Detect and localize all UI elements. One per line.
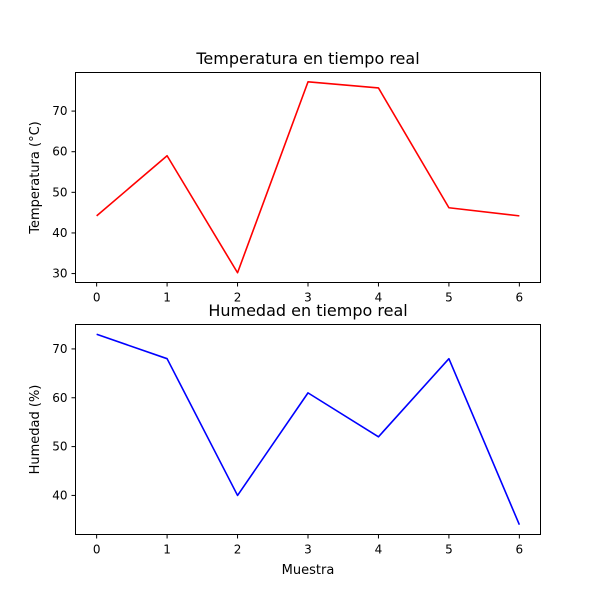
temperature-chart: Temperatura en tiempo real Temperatura (… [28,49,541,305]
x-tick-label: 5 [445,291,453,305]
y-tick-label: 60 [52,145,67,159]
series-line [96,81,520,274]
humidity-series [96,333,521,526]
x-tick-label: 2 [234,543,242,557]
chart-title: Humedad en tiempo real [208,301,407,320]
x-tick-label: 2 [234,291,242,305]
x-tick-label: 4 [375,543,383,557]
y-tick-label: 60 [52,391,67,405]
x-axis-label: Muestra [282,563,335,578]
y-axis-label: Temperatura (°C) [28,121,43,234]
humidity-ticks: 0 1 2 3 4 5 6 40 50 60 70 [52,342,523,557]
y-axis-label: Humedad (%) [28,385,43,475]
x-tick-label: 0 [93,543,101,557]
x-tick-label: 6 [516,291,524,305]
y-tick-label: 50 [52,440,67,454]
temperature-ticks: 0 1 2 3 4 5 6 30 40 50 60 70 [52,104,523,304]
x-tick-label: 0 [93,291,101,305]
x-tick-label: 3 [304,543,312,557]
y-tick-label: 70 [52,342,67,356]
chart-title: Temperatura en tiempo real [195,49,419,68]
y-tick-label: 50 [52,185,67,199]
y-tick-label: 40 [52,226,67,240]
y-tick-label: 30 [52,267,67,281]
y-tick-label: 40 [52,488,67,502]
humidity-chart: Humedad en tiempo real Humedad (%) Muest… [28,301,541,578]
x-tick-label: 4 [375,291,383,305]
series-line [96,333,521,526]
x-tick-label: 5 [445,543,453,557]
x-tick-label: 1 [163,291,171,305]
plot-frame [75,324,541,535]
y-tick-label: 70 [52,104,67,118]
plot-frame [75,72,541,283]
x-tick-label: 3 [304,291,312,305]
temperature-series [96,81,520,274]
x-tick-label: 1 [163,543,171,557]
x-tick-label: 6 [516,543,524,557]
